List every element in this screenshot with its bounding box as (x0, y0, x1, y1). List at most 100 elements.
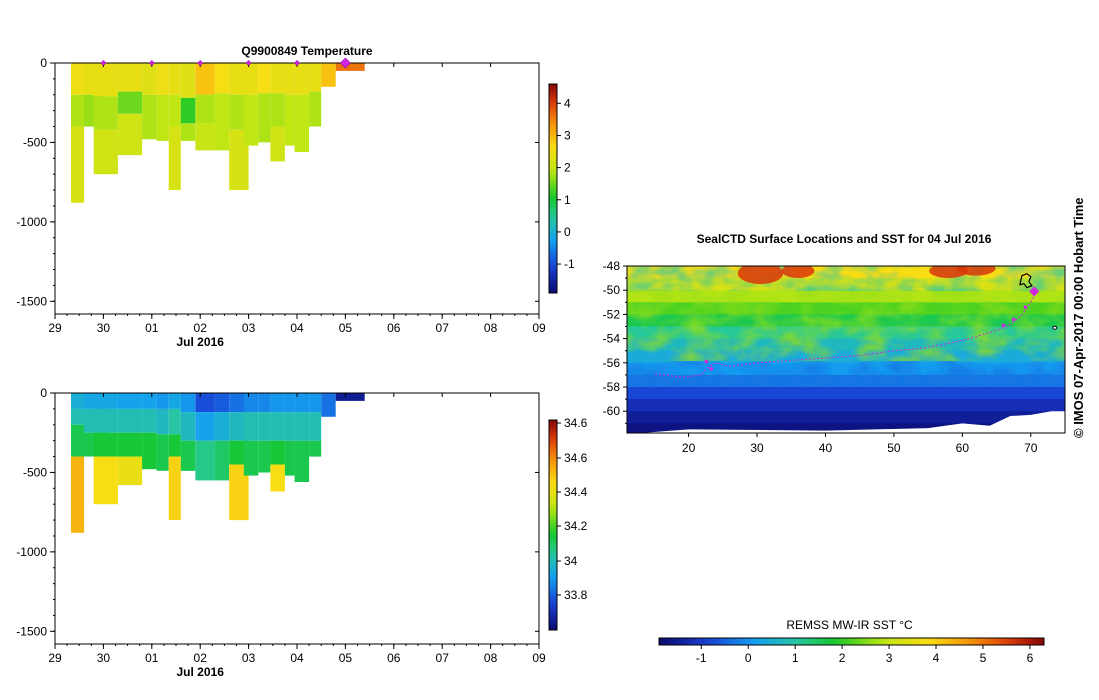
sal-colorbar-label-0: 33.8 (564, 588, 588, 602)
sst-x-tick-label-5: 70 (1024, 441, 1038, 455)
sst-x-tick-label-0: 20 (682, 441, 696, 455)
temp-cell-0-1 (71, 94, 85, 127)
sal-cell-4-0 (142, 393, 157, 409)
temp-cell-15-1 (294, 94, 310, 152)
sst-lat-band-10 (627, 387, 1065, 400)
sst-texture (627, 266, 1065, 386)
sal-cell-16-2 (309, 440, 322, 457)
sal-cell-6-2 (168, 434, 181, 457)
temp-cell-7-2 (180, 123, 196, 141)
sst-colorbar-label-3: 2 (839, 651, 846, 665)
temp-cell-6-1 (168, 94, 181, 127)
sal-cell-7-1 (180, 412, 196, 441)
temp-cell-8-0 (195, 63, 215, 95)
sst-y-tick-label-3: -54 (603, 332, 621, 346)
sal-cell-9-2 (214, 440, 230, 481)
sst-y-tick-label-1: -50 (603, 283, 621, 297)
temp-cell-13-2 (270, 126, 285, 162)
temp-x-axis-label: Jul 2016 (177, 335, 225, 349)
sal-cell-8-2 (195, 440, 215, 481)
temp-x-tick-label-10: 09 (532, 321, 546, 335)
temp-x-tick-label-0: 29 (48, 321, 62, 335)
sal-x-tick-label-7: 06 (387, 651, 401, 665)
temp-cell-17-0 (321, 63, 336, 87)
sal-cell-10-0 (229, 393, 249, 413)
sal-x-tick-label-1: 30 (97, 651, 111, 665)
sst-colorbar-title: REMSS MW-IR SST °C (786, 618, 913, 632)
sst-map-frame (626, 265, 1066, 434)
sst-colorbar-label-4: 3 (886, 651, 893, 665)
sal-cell-2-3 (93, 456, 118, 505)
sal-cell-15-2 (294, 440, 310, 482)
sal-cell-2-1 (93, 408, 118, 433)
sal-cell-4-1 (142, 408, 157, 433)
sal-cell-0-1 (71, 408, 85, 425)
sst-lat-band-13 (627, 423, 1065, 433)
temp-profile-marker-2 (197, 60, 204, 66)
temp-cell-15-0 (294, 63, 310, 95)
temp-cell-9-1 (214, 93, 230, 151)
sal-x-tick-label-3: 02 (194, 651, 208, 665)
sst-texture-warm (627, 291, 1065, 361)
sal-cell-15-1 (294, 412, 310, 441)
sal-colorbar-label-3: 34.4 (564, 485, 588, 499)
sal-cell-3-0 (117, 393, 143, 409)
sal-y-tick-label-0: 0 (40, 386, 47, 400)
sst-location-4 (709, 367, 713, 371)
sst-location-1 (1023, 305, 1028, 309)
temp-profile-marker-3 (245, 60, 252, 66)
temp-cell-13-1 (270, 93, 285, 127)
temp-profile-marker-5 (339, 57, 351, 69)
sal-cell-12-2 (258, 440, 271, 473)
temp-cell-5-1 (156, 94, 169, 141)
sal-cell-10-1 (229, 412, 249, 441)
sal-cell-16-1 (309, 412, 322, 441)
temp-colorbar-label-5: 4 (564, 96, 571, 110)
sst-island-coastline (1019, 272, 1033, 289)
temp-cell-2-2 (93, 129, 118, 175)
sal-cell-13-0 (270, 393, 285, 413)
sal-cell-3-3 (117, 456, 143, 486)
sst-colorbar-label-6: 5 (980, 651, 987, 665)
temp-cell-11-1 (243, 94, 259, 146)
temp-cell-13-0 (270, 63, 285, 94)
sal-cell-5-2 (156, 434, 169, 471)
temp-colorbar-label-4: 3 (564, 128, 571, 142)
sal-cell-0-3 (71, 456, 85, 533)
temp-cell-18-0 (335, 63, 365, 71)
temp-y-tick-label-3: -1500 (16, 294, 47, 308)
sst-y-tick-label-4: -56 (603, 356, 621, 370)
sal-cell-12-1 (258, 412, 271, 441)
sst-colorbar-label-7: 6 (1027, 651, 1034, 665)
sal-colorbar-label-5: 34.6 (564, 416, 588, 430)
sst-warm-spot-3 (956, 266, 996, 276)
temp-x-tick-label-7: 06 (387, 321, 401, 335)
sal-x-tick-label-9: 08 (484, 651, 498, 665)
sst-x-tick-label-1: 30 (750, 441, 764, 455)
temp-cell-10-1 (229, 94, 249, 130)
sst-location-3 (1001, 323, 1006, 328)
sst-colorbar-label-2: 1 (792, 651, 799, 665)
sal-cell-0-2 (71, 424, 85, 457)
copyright-notice: © IMOS 07-Apr-2017 00:00 Hobart Time (1071, 197, 1086, 438)
temp-cell-12-1 (258, 93, 271, 143)
temp-cell-16-0 (309, 63, 322, 92)
sst-map-chart: 20 30 40 50 60 70-48-50-52-54-56-58-60SealCTD… (603, 232, 1066, 665)
sal-y-tick-label-1: -500 (23, 465, 47, 479)
sal-colorbar (548, 419, 558, 631)
temp-cell-3-1 (117, 91, 143, 114)
sal-cell-13-2 (270, 440, 285, 465)
temp-profile-marker-1 (148, 60, 155, 66)
sal-x-tick-label-6: 05 (339, 651, 353, 665)
sst-lat-band-11 (627, 399, 1065, 412)
temp-cell-3-0 (117, 63, 143, 92)
sal-cell-11-1 (243, 412, 259, 441)
temp-cell-5-0 (156, 63, 169, 95)
sal-cell-5-0 (156, 393, 169, 409)
sal-cell-16-0 (309, 393, 322, 413)
sal-cell-14-1 (284, 412, 295, 441)
sst-location-5 (704, 359, 709, 364)
temp-cell-4-1 (142, 94, 157, 140)
